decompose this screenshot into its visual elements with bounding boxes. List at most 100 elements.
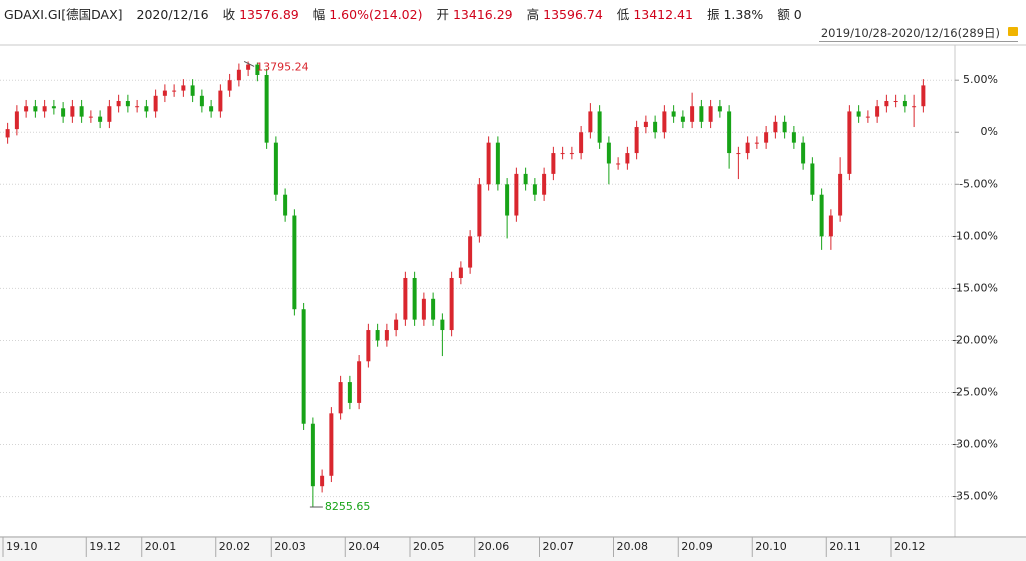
x-tick-label: 20.04 (348, 540, 380, 553)
candle-body (181, 85, 186, 91)
x-tick-label: 20.09 (681, 540, 713, 553)
candle-body (51, 106, 56, 109)
candle-body (569, 153, 574, 155)
candle-body (264, 74, 269, 143)
date-range[interactable]: 2019/10/28-2020/12/16(289日) (818, 25, 1018, 42)
candle-body (606, 142, 611, 164)
candle-body (292, 215, 297, 310)
candle-body (125, 101, 130, 107)
candle-body (458, 267, 463, 278)
candle-body (320, 475, 325, 487)
candle-body (616, 163, 621, 165)
field-label: 幅 (312, 7, 326, 22)
code: GDAXI.GI[德国DAX] (4, 7, 123, 22)
header: GDAXI.GI[德国DAX] 2020/12/16 收 13576.89 幅 1.60%… (4, 4, 816, 24)
candle-body (708, 106, 713, 122)
candle-body (745, 142, 750, 154)
candle-body (153, 95, 158, 112)
x-tick-label: 19.12 (89, 540, 121, 553)
field-value: 13576.89 (239, 7, 299, 22)
candle-body (246, 64, 251, 70)
candle-body (301, 309, 306, 424)
candle-body (921, 85, 926, 107)
candle-body (431, 298, 436, 320)
candle-body (357, 361, 362, 403)
x-axis-band (0, 538, 1026, 561)
candle-body (727, 111, 732, 154)
candle-body (412, 277, 417, 320)
candle-body (773, 121, 778, 133)
candle-body (477, 184, 482, 237)
candle-body (912, 106, 917, 108)
candle-body (209, 106, 214, 112)
candle-body (42, 106, 47, 112)
candle-body (449, 277, 454, 331)
candle-body (107, 106, 112, 122)
max-label: 13795.24 (256, 60, 309, 73)
candle-body (801, 142, 806, 164)
candle-body (468, 236, 473, 268)
candle-body (884, 101, 889, 107)
field-label: 收 (222, 7, 236, 22)
candle-body (819, 194, 824, 237)
candle-body (662, 111, 667, 133)
candle-body (634, 127, 639, 154)
candle-body (403, 277, 408, 320)
x-tick-label: 19.10 (6, 540, 38, 553)
candle-body (375, 330, 380, 341)
candle-body (828, 215, 833, 237)
candle-body (421, 298, 426, 320)
candle-body (653, 121, 658, 133)
candle-body (440, 319, 445, 331)
candle-body (579, 132, 584, 154)
candle-body (542, 173, 547, 195)
candle-body (893, 101, 898, 103)
candle-body (875, 106, 880, 117)
field-value: 13596.74 (543, 7, 603, 22)
field-value: 13412.41 (633, 7, 693, 22)
candle-body (283, 194, 288, 216)
candle-body (144, 106, 149, 112)
x-tick-label: 20.06 (478, 540, 510, 553)
field-label: 振 (706, 7, 720, 22)
x-tick-label: 20.02 (219, 540, 251, 553)
date: 2020/12/16 (136, 7, 209, 22)
candle-body (218, 90, 223, 112)
range-text: 2019/10/28-2020/12/16(289日) (820, 26, 1000, 40)
candle-body (384, 330, 389, 341)
y-tick-label: -30.00% (952, 438, 998, 451)
field-label: 额 (777, 7, 790, 22)
candle-body (523, 173, 528, 185)
candle-body (560, 153, 565, 155)
y-tick-label: -25.00% (952, 386, 998, 399)
candle-body (14, 111, 19, 130)
candle-body (98, 116, 103, 122)
candle-body (791, 132, 796, 143)
candle-body (162, 90, 167, 96)
candle-body (227, 80, 232, 91)
field-label: 高 (526, 7, 540, 22)
y-tick-label: -35.00% (952, 490, 998, 503)
candle-body (902, 101, 907, 107)
candle-body (838, 173, 843, 216)
field-value: 1.60%(214.02) (329, 7, 423, 22)
candle-body (588, 111, 593, 133)
candle-body (597, 111, 602, 143)
candle-body (690, 106, 695, 122)
candle-body (643, 121, 648, 128)
candle-body (236, 69, 241, 81)
candle-body (782, 121, 787, 133)
y-tick-label: 5.00% (963, 73, 998, 86)
candle-body (551, 153, 556, 174)
y-tick-label: -10.00% (952, 229, 998, 242)
candle-body (79, 106, 84, 117)
candle-body (495, 142, 500, 185)
x-tick-label: 20.01 (145, 540, 177, 553)
field-label: 开 (436, 7, 449, 22)
candle-body (680, 116, 685, 122)
candle-body (671, 111, 676, 117)
y-tick-label: -5.00% (959, 177, 998, 190)
x-tick-label: 20.12 (894, 540, 926, 553)
candle-body (347, 382, 352, 403)
